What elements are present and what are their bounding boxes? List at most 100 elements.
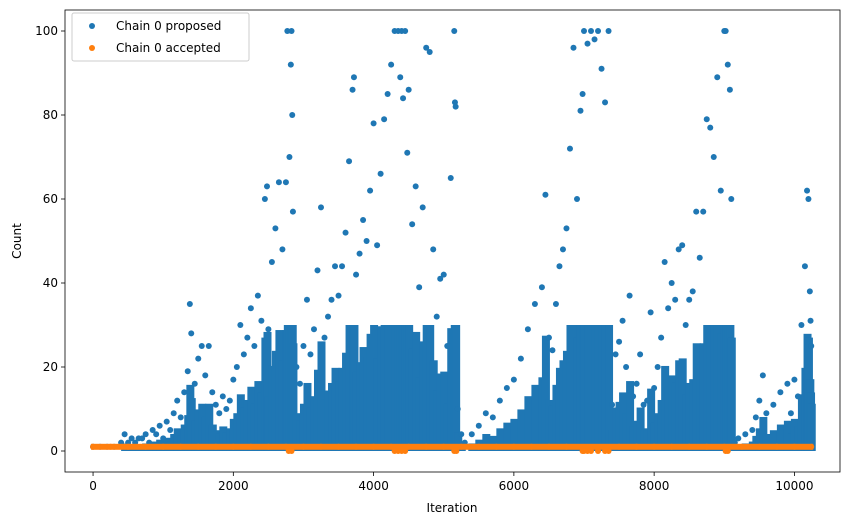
proposed-point (496, 397, 503, 404)
proposed-point (437, 275, 444, 282)
proposed-point (233, 364, 240, 370)
proposed-point (700, 208, 707, 215)
legend-label-accepted: Chain 0 accepted (116, 41, 221, 55)
proposed-point (188, 330, 195, 337)
proposed-point (640, 401, 647, 408)
proposed-point (798, 322, 805, 328)
proposed-point (619, 317, 626, 324)
proposed-point (612, 351, 619, 358)
plot-frame (64, 9, 841, 473)
proposed-point (350, 74, 357, 81)
proposed-point (458, 431, 465, 438)
proposed-point (226, 397, 233, 404)
proposed-point (579, 91, 586, 97)
proposed-point (275, 179, 282, 186)
x-tick-label: 4000 (358, 479, 389, 493)
proposed-point (160, 435, 167, 442)
proposed-point (328, 296, 335, 303)
proposed-point (167, 427, 174, 433)
proposed-density-band (531, 384, 540, 451)
proposed-density-band (626, 381, 635, 451)
legend: Chain 0 proposed Chain 0 accepted (71, 12, 250, 62)
proposed-point (447, 175, 454, 181)
proposed-point (268, 259, 275, 265)
proposed-point (363, 238, 370, 244)
proposed-point (153, 431, 160, 438)
proposed-density-band (510, 418, 519, 451)
proposed-point (287, 61, 294, 68)
proposed-point (212, 401, 219, 408)
proposed-point (388, 61, 395, 68)
proposed-point (672, 296, 679, 303)
y-tick-label: 0 (50, 444, 58, 458)
proposed-point (542, 191, 549, 198)
proposed-point (293, 364, 300, 370)
proposed-point (714, 74, 721, 81)
point-cloud-bands (121, 325, 816, 451)
proposed-point (633, 380, 640, 387)
proposed-point (770, 401, 777, 408)
proposed-density-band (503, 422, 512, 451)
proposed-point (801, 263, 808, 270)
proposed-point (668, 280, 675, 286)
proposed-point (602, 99, 609, 106)
proposed-point (756, 397, 763, 404)
proposed-point (763, 410, 770, 417)
proposed-point (300, 343, 307, 349)
legend-label-proposed: Chain 0 proposed (116, 19, 221, 33)
proposed-point (777, 389, 784, 396)
proposed-point (556, 263, 563, 270)
proposed-point (289, 208, 296, 215)
proposed-point (609, 401, 616, 408)
proposed-point (510, 376, 517, 383)
proposed-point (637, 351, 644, 358)
proposed-point (710, 154, 717, 160)
x-tick-label: 8000 (639, 479, 670, 493)
proposed-point (237, 322, 244, 328)
proposed-point (588, 28, 595, 34)
proposed-point (279, 246, 286, 253)
proposed-point (644, 397, 651, 404)
y-axis: 0 20 40 60 80 100 (35, 24, 65, 458)
proposed-point (258, 317, 265, 324)
y-tick-label: 40 (43, 276, 58, 290)
proposed-point (342, 229, 349, 236)
y-tick-label: 20 (43, 360, 58, 374)
proposed-point (335, 292, 342, 299)
proposed-point (584, 40, 591, 47)
proposed-point (282, 179, 289, 186)
proposed-point (286, 154, 293, 160)
proposed-point (451, 28, 458, 34)
proposed-point (791, 376, 798, 383)
proposed-point (367, 187, 374, 194)
proposed-density-band (454, 432, 463, 451)
x-axis-label: Iteration (427, 501, 478, 515)
proposed-point (630, 393, 637, 400)
proposed-density-band (482, 433, 491, 451)
proposed-point (419, 204, 426, 211)
proposed-point (489, 414, 496, 421)
proposed-point (356, 250, 363, 257)
proposed-point (545, 334, 552, 341)
proposed-point (742, 431, 749, 438)
proposed-point (314, 267, 321, 274)
proposed-density-band (496, 428, 505, 451)
proposed-point (475, 422, 482, 429)
proposed-point (573, 196, 580, 202)
proposed-density-band (317, 341, 326, 451)
proposed-point (808, 343, 815, 349)
proposed-point (703, 116, 710, 123)
proposed-point (784, 380, 791, 387)
proposed-point (181, 389, 188, 396)
proposed-point (661, 259, 668, 265)
proposed-point (263, 183, 270, 190)
proposed-point (177, 414, 184, 421)
proposed-point (310, 326, 317, 333)
proposed-point (216, 410, 223, 417)
proposed-point (321, 334, 328, 341)
proposed-point (679, 242, 686, 249)
proposed-point (219, 393, 226, 400)
proposed-point (482, 410, 489, 417)
y-axis-label: Count (10, 223, 24, 259)
proposed-point (581, 28, 588, 34)
